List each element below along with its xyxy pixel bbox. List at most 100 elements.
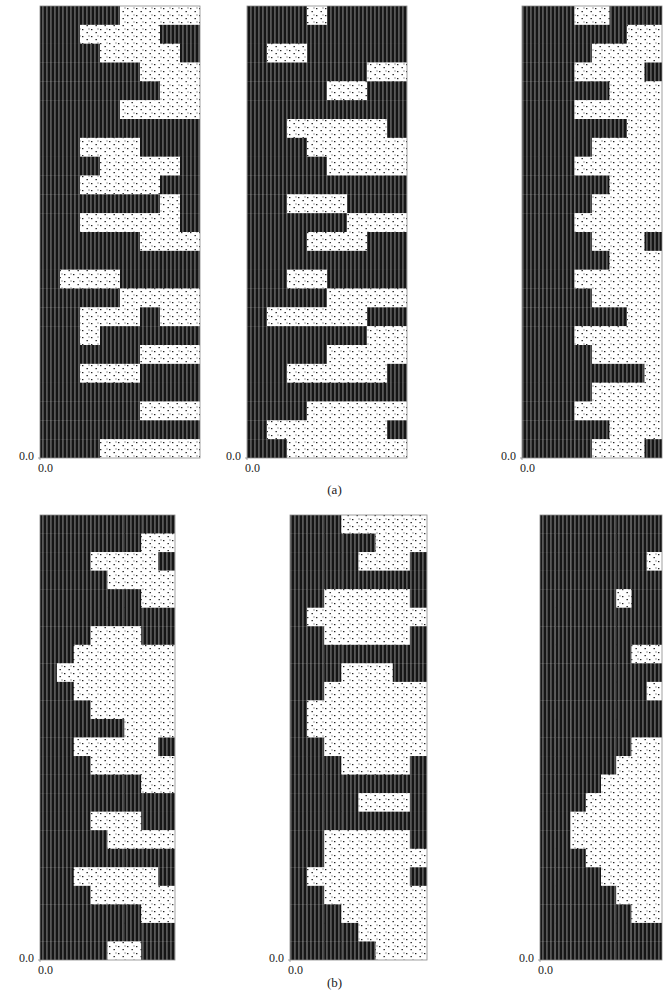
cell xyxy=(410,719,427,738)
cell xyxy=(290,608,307,627)
cell xyxy=(141,867,158,886)
cell xyxy=(410,867,427,886)
cells xyxy=(522,6,662,458)
cell xyxy=(80,326,100,345)
cell xyxy=(40,232,60,251)
cell xyxy=(586,793,602,812)
cell xyxy=(540,232,558,251)
cell xyxy=(290,775,307,794)
cell xyxy=(359,700,376,719)
cell xyxy=(341,775,358,794)
cell xyxy=(387,402,407,421)
cell xyxy=(180,194,200,213)
cell xyxy=(120,307,140,326)
cell xyxy=(40,886,57,905)
cell xyxy=(57,756,74,775)
cell xyxy=(540,663,556,682)
cell xyxy=(140,345,160,364)
cell xyxy=(555,886,571,905)
cell xyxy=(555,867,571,886)
cell xyxy=(327,194,347,213)
cell xyxy=(324,571,341,590)
cell xyxy=(575,307,593,326)
cell xyxy=(267,307,287,326)
cell xyxy=(74,534,91,553)
cell xyxy=(57,534,74,553)
cell xyxy=(540,552,556,571)
cell xyxy=(610,44,628,63)
cell xyxy=(571,534,587,553)
cell xyxy=(555,534,571,553)
cell xyxy=(40,81,60,100)
cell xyxy=(290,756,307,775)
cell xyxy=(40,867,57,886)
cell xyxy=(359,719,376,738)
cell xyxy=(140,63,160,82)
cell xyxy=(557,364,575,383)
cell xyxy=(290,700,307,719)
y-tick xyxy=(38,960,40,961)
cell xyxy=(324,886,341,905)
cell xyxy=(376,626,393,645)
cell xyxy=(100,251,120,270)
cell xyxy=(367,157,387,176)
cell xyxy=(571,700,587,719)
cell xyxy=(290,534,307,553)
cell xyxy=(367,345,387,364)
cell xyxy=(327,138,347,157)
cell xyxy=(74,700,91,719)
cell xyxy=(40,941,57,960)
cell xyxy=(645,25,663,44)
cell xyxy=(522,345,540,364)
cell xyxy=(540,157,558,176)
cell xyxy=(290,830,307,849)
cell xyxy=(341,608,358,627)
frame xyxy=(40,6,200,458)
cell xyxy=(555,923,571,942)
cell xyxy=(645,194,663,213)
cell xyxy=(327,6,347,25)
cell xyxy=(557,232,575,251)
cell xyxy=(347,402,367,421)
cell xyxy=(632,534,648,553)
cell xyxy=(347,63,367,82)
cell xyxy=(287,63,307,82)
cell xyxy=(586,571,602,590)
cell xyxy=(616,756,632,775)
cell xyxy=(140,176,160,195)
cell xyxy=(57,700,74,719)
cell xyxy=(367,119,387,138)
cell xyxy=(327,420,347,439)
cell xyxy=(522,251,540,270)
cell xyxy=(80,251,100,270)
cell xyxy=(141,552,158,571)
cell xyxy=(40,552,57,571)
cell xyxy=(410,923,427,942)
cell xyxy=(557,307,575,326)
cell xyxy=(393,515,410,534)
cell xyxy=(387,307,407,326)
cell xyxy=(347,383,367,402)
cell xyxy=(571,589,587,608)
cell xyxy=(540,682,556,701)
cell xyxy=(376,719,393,738)
cell xyxy=(387,138,407,157)
cell xyxy=(267,345,287,364)
cell xyxy=(307,232,327,251)
cell xyxy=(120,44,140,63)
cell xyxy=(60,383,80,402)
cell xyxy=(307,307,327,326)
cell xyxy=(60,138,80,157)
cell xyxy=(140,138,160,157)
cell xyxy=(40,571,57,590)
cell xyxy=(247,6,267,25)
cell xyxy=(522,119,540,138)
cell xyxy=(571,626,587,645)
cell xyxy=(555,775,571,794)
cell xyxy=(327,232,347,251)
cell xyxy=(290,571,307,590)
cell xyxy=(290,626,307,645)
cell xyxy=(359,867,376,886)
cell xyxy=(307,213,327,232)
cell xyxy=(57,793,74,812)
